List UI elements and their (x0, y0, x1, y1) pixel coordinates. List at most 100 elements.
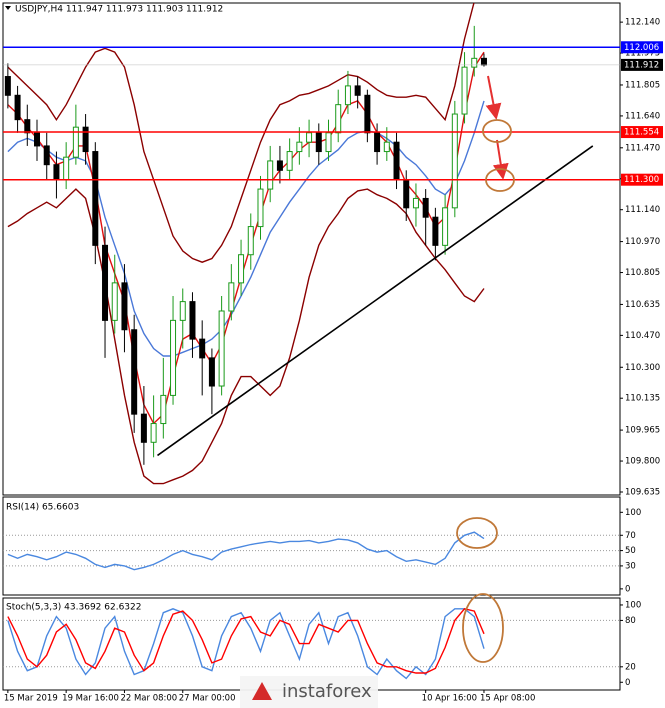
candle-body (24, 119, 31, 134)
y-tick-label: 110.805 (625, 268, 660, 278)
x-tick-label: 10 Apr 16:00 (422, 694, 477, 704)
candle-body (111, 282, 118, 321)
candle-body (208, 357, 215, 387)
candle-body (325, 132, 332, 153)
candle-body (72, 126, 79, 158)
candle-body (315, 132, 322, 153)
y-tick-label: 109.965 (625, 426, 660, 436)
stoch-panel (2, 597, 621, 691)
level-label: 111.554 (624, 128, 659, 138)
level-tag (621, 41, 663, 54)
x-tick-label: 27 Mar 00:00 (179, 694, 236, 704)
indicator-line (7, 608, 485, 674)
candle-body (218, 310, 225, 387)
candle-body (238, 254, 245, 284)
level-tag (621, 173, 663, 186)
y-tick-label: 20 (625, 662, 636, 672)
circle (462, 593, 504, 663)
circle (456, 517, 498, 549)
candle-body (34, 132, 41, 147)
y-tick-label: 0 (625, 678, 630, 688)
trendline (157, 145, 594, 457)
circle (482, 119, 512, 143)
last-price-label: 111.912 (624, 60, 659, 70)
y-tick-label: 50 (625, 546, 636, 556)
y-tick-label: 110.970 (625, 237, 660, 247)
y-tick-label: 70 (625, 531, 636, 541)
logo (252, 682, 272, 700)
y-tick-label: 111.805 (625, 80, 660, 90)
y-tick-label: 100 (625, 508, 641, 518)
candle-body (14, 94, 21, 121)
candle-body (179, 301, 186, 321)
candle-body (442, 207, 449, 246)
circle (485, 168, 515, 192)
candle-body (286, 151, 293, 171)
candle-body (228, 282, 235, 312)
candle-body (461, 66, 468, 115)
y-tick-label: 110.135 (625, 394, 660, 404)
candle-body (247, 226, 254, 256)
candle-body (199, 338, 206, 359)
chart-title: USDJPY,H4 111.947 111.973 111.903 111.91… (15, 5, 223, 15)
x-tick-label: 15 Apr 08:00 (480, 694, 535, 704)
candle-body (383, 141, 390, 153)
y-tick-label: 0 (625, 584, 630, 594)
plot-area (3, 531, 620, 571)
candle-body (82, 126, 89, 153)
level-label: 111.300 (624, 175, 659, 185)
candle-body (92, 151, 99, 246)
stoch-title: Stoch(5,3,3) 43.3692 62.6322 (6, 603, 141, 613)
indicator-line (7, 3, 475, 263)
candle-body (432, 216, 439, 246)
rsi-panel (2, 496, 621, 596)
y-tick-label: 110.300 (625, 363, 660, 373)
plot-area (3, 608, 620, 680)
y-tick-label: 80 (625, 616, 636, 626)
x-tick-label: 15 Mar 2019 (4, 694, 58, 704)
y-tick-label: 110.635 (625, 300, 660, 310)
candle-body (53, 164, 60, 181)
y-tick-label: 100 (625, 600, 641, 610)
y-tick-label: 30 (625, 561, 636, 571)
candle-body (374, 132, 381, 153)
candle-body (422, 197, 429, 218)
candle-body (480, 57, 487, 66)
indicator-line (7, 188, 485, 485)
candle-body (189, 301, 196, 340)
candle-body (393, 141, 400, 181)
indicator-line (7, 531, 485, 571)
candle-body (276, 160, 283, 171)
indicator-line (7, 608, 485, 680)
candle-body (412, 197, 419, 209)
annotations (456, 75, 515, 663)
y-tick-label: 111.975 (625, 49, 660, 59)
last-price-tag (621, 58, 663, 71)
candle-body (63, 156, 70, 181)
candle-body (160, 394, 167, 425)
y-tick-label: 109.800 (625, 457, 660, 467)
y-tick-label: 111.640 (625, 111, 660, 121)
indicator-line (7, 100, 485, 357)
candle-body (364, 94, 371, 134)
candle-body (121, 282, 128, 331)
candle-body (403, 179, 410, 209)
y-tick-label: 111.140 (625, 205, 660, 215)
y-tick-label: 109.635 (625, 487, 660, 497)
x-tick-label: 19 Mar 16:00 (62, 694, 119, 704)
rsi-title: RSI(14) 65.6603 (6, 503, 79, 513)
candle-body (306, 132, 313, 143)
y-tick-label: 111.470 (625, 143, 660, 153)
y-tick-label: 112.140 (625, 18, 660, 28)
level-label: 112.006 (624, 43, 659, 53)
candle-body (43, 145, 50, 166)
candle-body (296, 141, 303, 153)
candle-body (140, 413, 147, 443)
candle-body (335, 104, 342, 134)
candle-body (451, 113, 458, 209)
candle-body (354, 85, 361, 96)
title-icon (5, 6, 11, 10)
y-tick-label: 110.470 (625, 331, 660, 341)
arrow (492, 139, 509, 180)
